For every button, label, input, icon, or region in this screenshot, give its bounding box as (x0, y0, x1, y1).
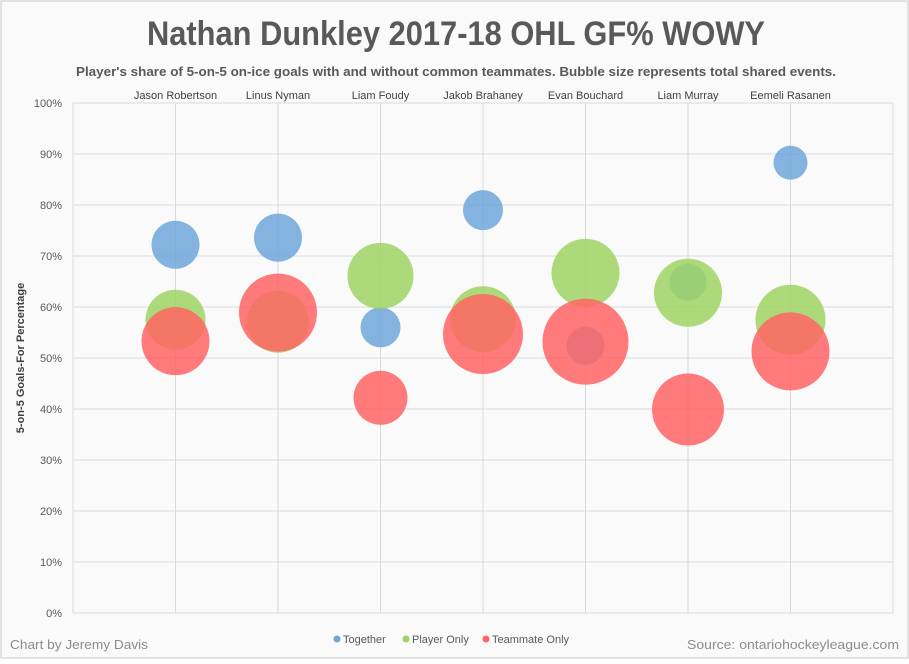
category-label: Evan Bouchard (548, 90, 623, 102)
bubble-teammate-only (443, 294, 523, 375)
category-label: Jason Robertson (134, 90, 217, 102)
bubble-together (254, 213, 302, 262)
y-tick-label: 70% (40, 251, 62, 263)
bubble-player-only (347, 242, 414, 309)
y-tick-label: 0% (46, 608, 62, 620)
legend-label: Together (343, 634, 386, 646)
y-tick-label: 30% (40, 455, 62, 467)
bubble-teammate-only (239, 273, 317, 352)
y-axis-ticks: 0% 10% 20% 30% 40% 50% 60% 70% 80% 90% 100% (34, 98, 62, 620)
chart-title: Nathan Dunkley 2017-18 OHL GF% WOWY (147, 15, 765, 53)
legend-marker-icon (482, 635, 490, 643)
category-label: Liam Murray (657, 90, 719, 102)
legend-marker-icon (402, 635, 410, 643)
legend-marker-icon (333, 635, 341, 643)
bubble-player-only (551, 238, 620, 307)
category-labels: Jason Robertson Linus Nyman Liam Foudy Jako… (134, 90, 831, 102)
chart-source: Source: ontariohockeyleague.com (687, 637, 899, 652)
legend-label: Player Only (412, 634, 469, 646)
bubble-teammate-only (353, 370, 408, 425)
y-tick-label: 20% (40, 506, 62, 518)
y-tick-label: 40% (40, 404, 62, 416)
chart-subtitle: Player's share of 5-on-5 on-ice goals wi… (76, 64, 836, 79)
category-label: Eemeli Rasanen (750, 90, 831, 102)
legend-item: Teammate Only (482, 634, 570, 646)
y-tick-label: 50% (40, 353, 62, 365)
bubble-player-only (654, 258, 722, 327)
y-tick-label: 90% (40, 149, 62, 161)
category-label: Linus Nyman (246, 90, 310, 102)
y-tick-label: 60% (40, 302, 62, 314)
bubble-together (360, 307, 401, 348)
category-label: Liam Foudy (352, 90, 410, 102)
bubble-teammate-only (542, 298, 629, 385)
y-tick-label: 80% (40, 200, 62, 212)
chart-credit: Chart by Jeremy Davis (10, 637, 149, 652)
legend-label: Teammate Only (492, 634, 570, 646)
bubbles (141, 145, 830, 446)
bubble-teammate-only (652, 373, 724, 446)
bubble-teammate-only (141, 307, 210, 376)
bubble-together (463, 190, 503, 231)
legend: Together Player Only Teammate Only (333, 634, 570, 646)
bubble-together (151, 220, 200, 269)
y-axis-label: 5-on-5 Goals-For Percentage (15, 283, 27, 433)
bubble-together (773, 145, 808, 180)
legend-item: Together (333, 634, 386, 646)
y-tick-label: 10% (40, 557, 62, 569)
y-tick-label: 100% (34, 98, 62, 110)
bubble-teammate-only (751, 312, 830, 391)
category-label: Jakob Brahaney (443, 90, 523, 102)
legend-item: Player Only (402, 634, 469, 646)
